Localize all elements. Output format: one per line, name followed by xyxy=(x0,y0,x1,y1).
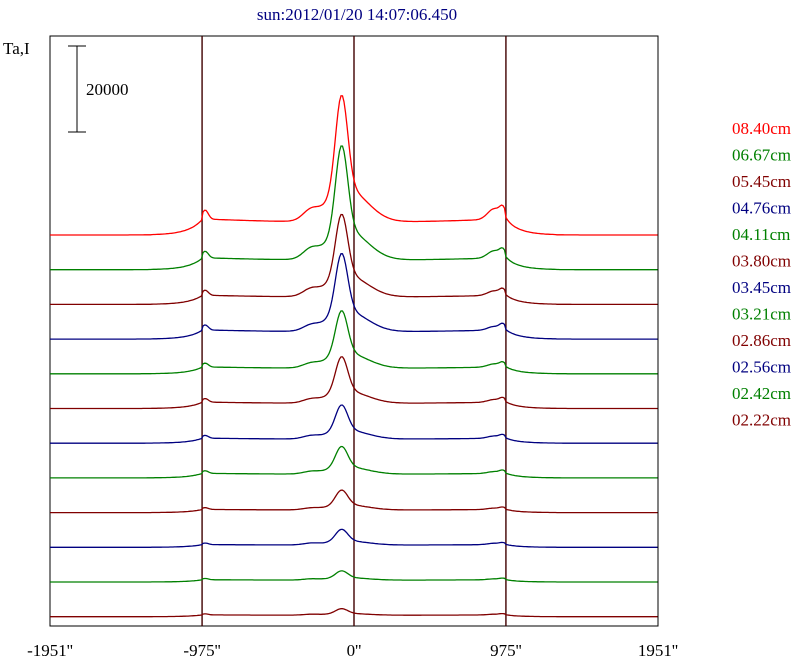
scale-bar: 20000 xyxy=(68,45,129,133)
series-line-02.22cm xyxy=(50,608,658,618)
x-tick-label: -975'' xyxy=(183,641,220,660)
series-line-02.42cm xyxy=(50,570,658,583)
series-traces xyxy=(50,95,658,618)
y-axis-label: Ta,I xyxy=(3,39,30,58)
scale-bar-label: 20000 xyxy=(86,80,129,99)
legend: 08.40cm 06.67cm 05.45cm 04.76cm 04.11cm 03.80… xyxy=(732,119,791,430)
series-line-04.76cm xyxy=(50,253,658,340)
legend-entry: 08.40cm xyxy=(732,119,791,138)
legend-entry: 02.22cm xyxy=(732,411,791,430)
x-axis-ticks: -1951'' -975'' 0'' 975'' 1951'' xyxy=(27,641,678,660)
legend-entry: 02.56cm xyxy=(732,358,791,377)
legend-entry: 03.45cm xyxy=(732,278,791,297)
series-line-03.45cm xyxy=(50,404,658,444)
series-line-08.40cm xyxy=(50,95,658,236)
legend-entry: 05.45cm xyxy=(732,172,791,191)
legend-entry: 02.42cm xyxy=(732,384,791,403)
series-line-06.67cm xyxy=(50,145,658,271)
series-line-02.86cm xyxy=(50,489,658,514)
legend-entry: 03.21cm xyxy=(732,305,791,324)
chart-title: sun:2012/01/20 14:07:06.450 xyxy=(257,5,457,24)
series-line-03.80cm xyxy=(50,356,658,410)
legend-entry: 03.80cm xyxy=(732,252,791,271)
series-line-05.45cm xyxy=(50,213,658,306)
legend-entry: 04.76cm xyxy=(732,199,791,218)
x-tick-label: -1951'' xyxy=(27,641,73,660)
legend-entry: 02.86cm xyxy=(732,331,791,350)
legend-entry: 06.67cm xyxy=(732,146,791,165)
x-tick-label: 1951'' xyxy=(638,641,678,660)
series-line-02.56cm xyxy=(50,528,658,548)
x-tick-label: 0'' xyxy=(347,641,362,660)
series-line-04.11cm xyxy=(50,310,658,375)
series-line-03.21cm xyxy=(50,445,658,479)
legend-entry: 04.11cm xyxy=(732,225,790,244)
x-tick-label: 975'' xyxy=(490,641,522,660)
